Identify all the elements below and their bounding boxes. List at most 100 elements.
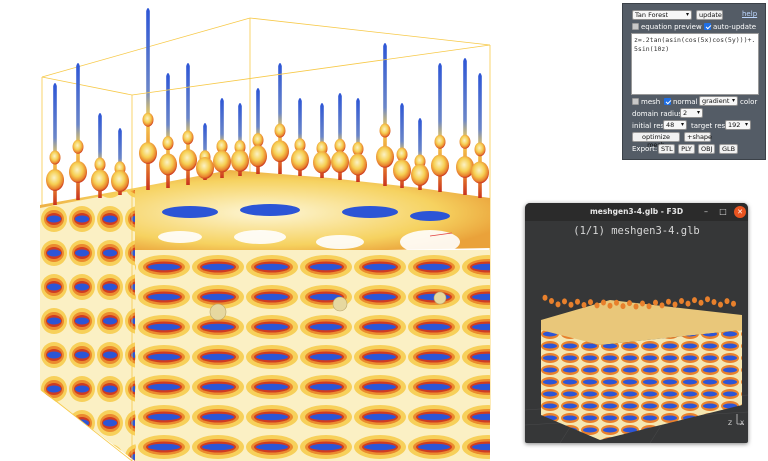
export-obj-button[interactable]: OBJ — [698, 144, 715, 154]
mesh-spike-bulb — [91, 169, 109, 192]
window-title: meshgen3-4.glb - F3D — [589, 207, 684, 216]
viewer-mesh-spike-bulb — [718, 301, 723, 308]
preset-select[interactable]: Tan Forest ▾ — [632, 10, 692, 20]
mesh-spike-bulb — [434, 134, 446, 149]
domain-radius-select[interactable]: 2 ▾ — [680, 108, 703, 118]
chevron-down-icon: ▾ — [731, 97, 735, 104]
export-ply-button[interactable]: PLY — [678, 144, 695, 154]
chevron-down-icon: ▾ — [696, 109, 700, 116]
viewer-mesh-spike-bulb — [588, 299, 593, 306]
export-stl-button[interactable]: STL — [658, 144, 675, 154]
viewer-mesh-spike-bulb — [620, 303, 626, 310]
f3d-viewer-window[interactable]: meshgen3-4.glb - F3D – □ ✕ (1/1) meshgen… — [525, 203, 748, 443]
mesh-spike-bulb — [294, 138, 306, 153]
mesh-spike-bulb — [179, 149, 197, 171]
initial-res-select[interactable]: 48 ▾ — [663, 120, 687, 130]
viewer-mesh-spike-bulb — [711, 298, 717, 305]
auto-update-label: auto-update — [713, 23, 757, 31]
optimize-mesh-button[interactable]: optimize mesh — [632, 132, 680, 149]
minimize-icon[interactable]: – — [704, 207, 708, 216]
axis-line — [429, 232, 453, 237]
mesh-side-face — [40, 190, 135, 461]
mesh-spike-bulb — [249, 145, 267, 168]
target-res-label: target res — [691, 122, 726, 130]
target-res-select[interactable]: 192 ▾ — [725, 120, 751, 130]
color-mode-select[interactable]: gradient ▾ — [699, 96, 738, 106]
mesh-spike-bulb — [162, 136, 174, 151]
axes-gizmo: Z X — [728, 414, 744, 427]
chevron-down-icon: ▾ — [744, 121, 748, 128]
mesh-spike-bulb — [111, 170, 129, 192]
auto-update-checkbox[interactable] — [704, 23, 711, 30]
mesh-spike-bulb — [349, 153, 367, 176]
mesh-spike-bulb — [376, 145, 394, 168]
mesh-spike-bulb — [431, 154, 449, 177]
color-mode-value: gradient — [702, 97, 730, 105]
mesh-spike-bulb — [393, 159, 411, 182]
mesh-spike-bulb — [252, 133, 264, 148]
axis-x-label: X — [740, 420, 744, 427]
viewer-mesh-spike-bulb — [633, 303, 639, 310]
normal-label: normal — [673, 98, 698, 106]
mesh-spike-bulb — [49, 150, 61, 165]
mesh-spike-bulb — [459, 134, 471, 149]
mesh-spike-bulb — [94, 157, 106, 172]
mesh-spike-bulb — [159, 153, 177, 176]
viewer-mesh-spike-bulb — [607, 302, 613, 309]
mesh-front-face — [135, 250, 490, 461]
mesh-spike-bulb — [316, 141, 328, 156]
color-label: color — [740, 98, 758, 106]
mesh-edge-bumps — [209, 291, 447, 321]
mesh-spike-bulb — [334, 138, 346, 153]
help-link[interactable]: help — [742, 10, 757, 18]
viewer-mesh-spike-bulb — [555, 301, 561, 308]
chevron-down-icon: ▾ — [685, 11, 689, 18]
mesh-spike-bulb — [216, 139, 228, 154]
viewer-mesh-spike-bulb — [549, 298, 554, 305]
mesh-spike-bulb — [411, 164, 429, 186]
export-glb-button[interactable]: GLB — [719, 144, 738, 154]
mesh-spike-bulb — [352, 141, 364, 156]
mesh-checkbox[interactable] — [632, 98, 639, 105]
viewer-render: Z X — [525, 255, 748, 443]
mesh-spike-bulb — [396, 147, 408, 162]
close-icon[interactable]: ✕ — [734, 206, 746, 218]
viewer-mesh-side — [541, 330, 600, 440]
mesh-label: mesh — [641, 98, 661, 106]
equation-input[interactable]: z=.2tan(asin(cos(5x)cos(5y)))+.5sin(10z) — [631, 33, 759, 95]
mesh-spike-bulb — [271, 140, 289, 163]
equation-preview-label: equation preview — [641, 23, 702, 31]
mesh-spikes — [46, 8, 489, 205]
maximize-icon[interactable]: □ — [719, 207, 727, 216]
mesh-spike-bulb — [142, 112, 154, 127]
mesh-spike-bulb — [72, 139, 84, 154]
target-res-value: 192 — [728, 121, 741, 129]
window-titlebar[interactable]: meshgen3-4.glb - F3D – □ ✕ — [525, 203, 748, 221]
help-link-label: help — [742, 10, 758, 18]
initial-res-label: initial res — [632, 122, 665, 130]
chevron-down-icon: ▾ — [680, 121, 684, 128]
mesh-spike-bulb — [471, 161, 489, 184]
viewer-mesh-spike-bulb — [679, 297, 684, 304]
normal-checkbox[interactable] — [664, 98, 671, 105]
viewer-mesh-front — [600, 330, 742, 440]
viewer-mesh-spike-bulb — [698, 299, 704, 306]
viewer-mesh-spike-bulb — [646, 303, 652, 310]
viewer-mesh-spike-bulb — [653, 299, 658, 306]
viewer-mesh-spike-bulb — [627, 300, 632, 307]
equation-preview-checkbox[interactable] — [632, 23, 639, 30]
add-shape-button[interactable]: +shape — [684, 132, 712, 142]
viewer-mesh-spike-bulb — [672, 301, 678, 308]
mesh-spike-bulb — [313, 151, 331, 174]
viewer-mesh-spike-bulb — [601, 299, 606, 306]
mesh-spike-bulb — [139, 142, 157, 164]
mesh-spike-bulb — [213, 150, 231, 173]
viewer-mesh-spike-bulb — [685, 300, 691, 307]
viewer-mesh-spike-bulb — [581, 302, 587, 309]
update-button[interactable]: update — [696, 10, 723, 20]
control-panel: Tan Forest ▾ update help equation previe… — [622, 3, 766, 160]
viewer-mesh-spike-bulb — [594, 302, 600, 309]
preset-value: Tan Forest — [635, 11, 669, 19]
